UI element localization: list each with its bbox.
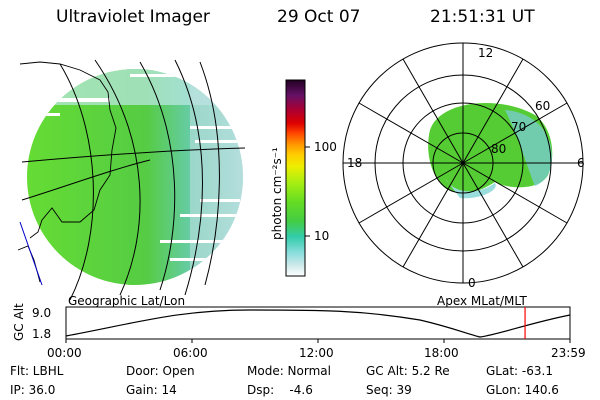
info-mode: Mode: Normal	[247, 364, 331, 378]
polar-label-60: 60	[535, 99, 551, 113]
timeline-ticks	[65, 339, 571, 343]
timeline-x-tick-1: 06:00	[173, 346, 208, 360]
info-gain: Gain: 14	[126, 383, 177, 397]
lat-lon-grid	[21, 59, 246, 301]
info-dsp: Dsp: -4.6	[247, 383, 313, 397]
timeline-x-tick-3: 18:00	[424, 346, 459, 360]
polar-label-18: 18	[347, 156, 363, 170]
colorbar-tick-10: 10	[314, 229, 330, 243]
time-label: 21:51:31 UT	[430, 7, 535, 27]
timeline-x-tick-2: 12:00	[299, 346, 334, 360]
info-door: Door: Open	[126, 364, 195, 378]
info-seq: Seq: 39	[366, 383, 412, 397]
info-ip: IP: 36.0	[10, 383, 56, 397]
info-gc-alt: GC Alt: 5.2 Re	[366, 364, 450, 378]
instrument-title: Ultraviolet Imager	[56, 7, 210, 27]
polar-map-label: Apex MLat/MLT	[437, 294, 527, 308]
polar-label-80: 80	[491, 142, 507, 156]
info-filter: Flt: LBHL	[10, 364, 64, 378]
info-glon: GLon: 140.6	[486, 383, 559, 397]
date-label: 29 Oct 07	[277, 7, 361, 27]
polar-label-0: 0	[468, 276, 476, 290]
timeline-x-tick-0: 00:00	[47, 346, 82, 360]
coast-accent-line	[19, 221, 43, 286]
altitude-curve	[65, 309, 571, 338]
timeline-x-tick-4: 23:59	[551, 346, 586, 360]
timeline-y-bottom: 1.8	[32, 327, 52, 341]
polar-label-6: 6	[577, 156, 585, 170]
polar-grid	[342, 42, 584, 284]
info-glat: GLat: -63.1	[486, 364, 553, 378]
colorbar-tick-100: 100	[314, 140, 337, 154]
polar-label-70: 70	[511, 120, 527, 134]
polar-label-12: 12	[478, 46, 494, 60]
geographic-map-label: Geographic Lat/Lon	[68, 294, 186, 308]
timeline-y-top: 9.0	[32, 306, 52, 320]
